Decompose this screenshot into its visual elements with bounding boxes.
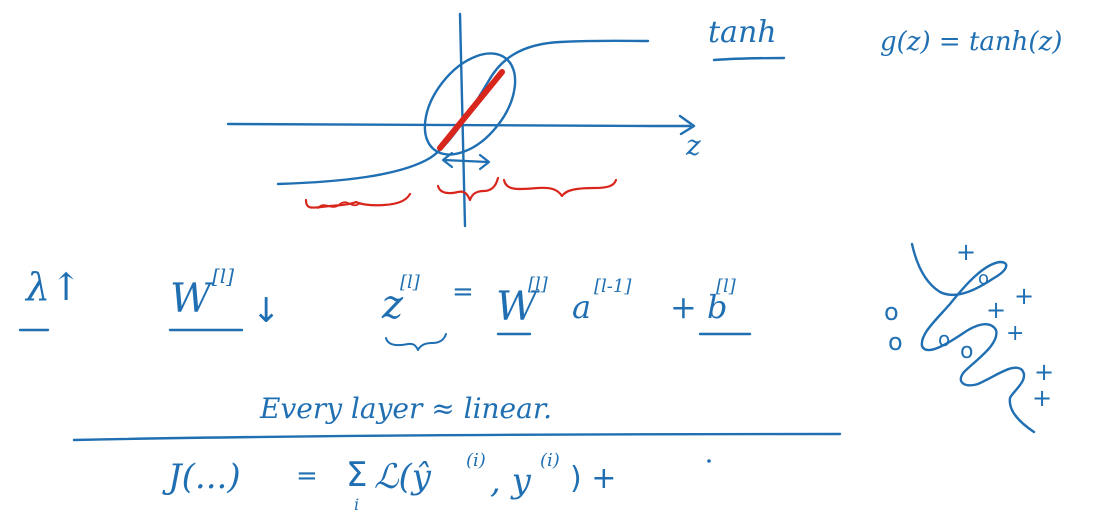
small-range-arrow-right-head bbox=[478, 153, 491, 171]
linear-region-highlight bbox=[437, 69, 505, 151]
cost-loss-superscript: (i) bbox=[466, 450, 486, 471]
negative-mark-2: o bbox=[888, 328, 903, 356]
graph-x-axis-arrowhead bbox=[678, 114, 696, 136]
graph-x-axis bbox=[226, 122, 692, 128]
positive-mark-1: + bbox=[956, 238, 976, 266]
positive-mark-2: + bbox=[1014, 282, 1034, 310]
cost-sum: Σ bbox=[346, 455, 367, 495]
right-range-brace bbox=[502, 178, 618, 198]
cost-y-superscript: (i) bbox=[540, 450, 560, 471]
stray-dot bbox=[707, 459, 711, 463]
decision-boundary-sketch: + + + + + + o o o o o bbox=[884, 238, 1054, 434]
left-range-brace bbox=[304, 192, 412, 209]
cost-sum-index: i bbox=[354, 495, 359, 514]
left-range-squiggle bbox=[317, 201, 361, 209]
divider-line bbox=[72, 432, 842, 442]
positive-mark-3: + bbox=[986, 296, 1006, 324]
graph-y-axis bbox=[458, 12, 467, 228]
a-rhs-superscript: [l-1] bbox=[594, 276, 632, 297]
positive-mark-5: + bbox=[1034, 358, 1054, 386]
w-rhs: W bbox=[496, 284, 540, 330]
negative-mark-3: o bbox=[938, 327, 950, 351]
z-lhs: z bbox=[381, 282, 404, 328]
linear-region-ellipse bbox=[423, 52, 517, 156]
negative-mark-4: o bbox=[960, 339, 973, 364]
negative-mark-1: o bbox=[884, 298, 899, 326]
cost-notes: Every layer ≈ linear. J(...) = Σ i ℒ(ŷ (… bbox=[72, 392, 842, 514]
z-lhs-superscript: [l] bbox=[400, 272, 421, 293]
z-small-range-brace bbox=[385, 333, 447, 351]
positive-mark-6: + bbox=[1032, 384, 1052, 412]
cost-y: , y bbox=[490, 461, 532, 501]
cost-close-plus: ) + bbox=[570, 461, 616, 496]
tanh-curve bbox=[276, 39, 650, 186]
small-range-arrow-left-head bbox=[441, 151, 454, 169]
lambda-increase: λ↑ bbox=[24, 265, 82, 309]
every-layer-linear: Every layer ≈ linear. bbox=[259, 392, 552, 425]
tanh-label: tanh bbox=[708, 15, 777, 50]
w-rhs-superscript: [l] bbox=[528, 274, 549, 295]
w-decrease-superscript: [l] bbox=[212, 264, 234, 288]
plus-b: + b bbox=[670, 288, 727, 326]
tanh-label-underline bbox=[712, 56, 786, 62]
negative-mark-5: o bbox=[978, 268, 989, 289]
w-decrease-arrow: ↓ bbox=[252, 291, 281, 331]
tanh-notes: tanh g(z) = tanh(z) bbox=[708, 15, 1062, 62]
b-superscript: [l] bbox=[716, 276, 737, 297]
positive-mark-4: + bbox=[1006, 321, 1024, 346]
a-rhs: a bbox=[572, 288, 591, 326]
graph-axis-label-z: z bbox=[685, 129, 701, 162]
middle-range-brace bbox=[436, 176, 500, 202]
cost-equals: = bbox=[296, 461, 318, 491]
w-decrease-base: W bbox=[170, 276, 214, 322]
g-definition: g(z) = tanh(z) bbox=[880, 27, 1062, 57]
regularization-notes: λ↑ W [l] ↓ z [l] = W [l] a [l-1] + b [l] bbox=[18, 264, 752, 351]
cost-loss: ℒ(ŷ bbox=[374, 457, 432, 497]
z-equals: = bbox=[452, 277, 474, 307]
small-range-arrow bbox=[442, 158, 490, 164]
decision-boundary-curve bbox=[910, 242, 1036, 434]
tanh-graph: z bbox=[226, 12, 701, 228]
cost-lhs: J(...) bbox=[162, 457, 241, 497]
